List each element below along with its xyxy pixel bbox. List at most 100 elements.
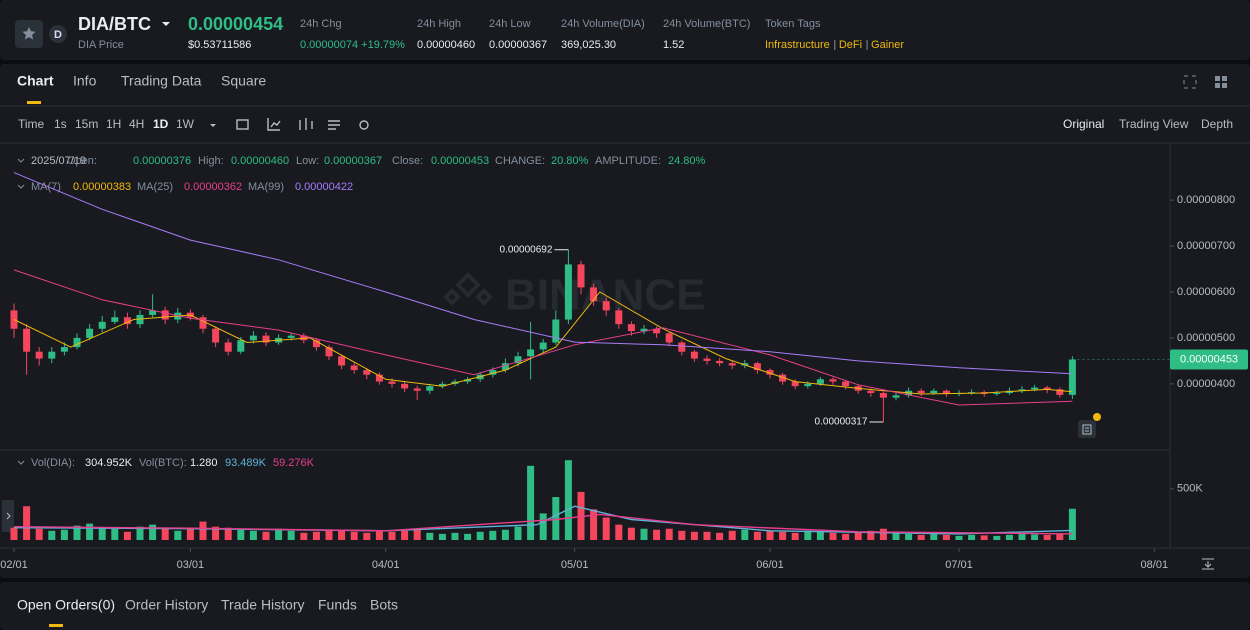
- interval[interactable]: 1D: [153, 117, 169, 131]
- candle-body: [161, 310, 169, 320]
- candle-body: [539, 342, 547, 350]
- legend-date: 2025/07/19: [31, 155, 86, 167]
- volume-bar: [186, 528, 194, 540]
- volume-bar: [917, 534, 925, 540]
- ma-legend-value: 0.00000362: [184, 181, 242, 193]
- token-tag[interactable]: Gainer: [871, 39, 904, 51]
- star-icon: [22, 27, 36, 40]
- interval-dropdown[interactable]: [210, 124, 216, 127]
- candle-body: [149, 310, 157, 315]
- token-tag[interactable]: DeFi: [839, 39, 862, 51]
- volume-bar: [174, 530, 182, 540]
- stat-label: 24h High: [417, 18, 461, 30]
- orders-tab[interactable]: Open Orders(0): [17, 597, 115, 613]
- view-option[interactable]: Trading View: [1119, 117, 1189, 131]
- legend-value: 0.00000460: [231, 155, 289, 167]
- legend-label: Close:: [392, 155, 423, 167]
- candle-body: [1068, 359, 1076, 395]
- candle-body: [60, 347, 68, 352]
- volume-bar: [224, 527, 232, 540]
- volume-bar: [703, 531, 711, 540]
- tab[interactable]: Trading Data: [121, 73, 202, 89]
- candle-body: [262, 335, 270, 343]
- volume-bar: [779, 531, 787, 540]
- legend-value: 0.00000367: [324, 155, 382, 167]
- annotation: 0.00000692: [500, 244, 553, 255]
- collapse-carets[interactable]: [17, 158, 25, 465]
- volume-average: [13, 513, 1073, 535]
- candle-body: [615, 310, 623, 325]
- volume-bar: [816, 531, 824, 540]
- x-tick-label: 06/01: [756, 559, 784, 571]
- candle-body: [35, 351, 43, 359]
- tab[interactable]: Square: [221, 73, 266, 89]
- view-option[interactable]: Original: [1063, 117, 1104, 131]
- x-tick-label: 07/01: [945, 559, 973, 571]
- candle-body: [640, 328, 648, 332]
- volume-bar: [249, 530, 257, 540]
- candle-body: [602, 301, 610, 311]
- scroll-end-icon[interactable]: [1202, 558, 1214, 570]
- volume-btc-name: Vol(BTC):: [139, 457, 187, 469]
- orders-tab[interactable]: Funds: [318, 597, 357, 613]
- candle-body: [401, 383, 409, 389]
- volume-ma-value: 59.276K: [273, 457, 315, 469]
- usd-price: $0.53711586: [188, 39, 251, 51]
- legend-label: Low:: [296, 155, 319, 167]
- watermark-logo: [443, 272, 493, 306]
- volume-bar: [640, 528, 648, 540]
- volume-bar: [552, 497, 560, 540]
- candle-body: [627, 324, 635, 332]
- candle-body: [917, 390, 925, 394]
- layout-icon[interactable]: [1215, 76, 1227, 88]
- interval[interactable]: 15m: [75, 117, 98, 131]
- orders-tab[interactable]: Order History: [125, 597, 208, 613]
- interval[interactable]: 1H: [106, 117, 121, 131]
- candle-body: [552, 319, 560, 343]
- interval[interactable]: Time: [18, 117, 45, 131]
- volume-bar: [136, 526, 144, 540]
- volume-legend-value: 304.952K: [85, 457, 133, 469]
- interval[interactable]: 1W: [176, 117, 195, 131]
- volume-bar: [237, 529, 245, 540]
- tab[interactable]: Chart: [17, 73, 54, 89]
- candle-body: [73, 337, 81, 348]
- volume-bar: [123, 531, 131, 540]
- volume-bar: [678, 530, 686, 540]
- tab[interactable]: Info: [73, 73, 97, 89]
- candle-body: [968, 392, 976, 394]
- order-icon[interactable]: [1078, 420, 1096, 438]
- orders-tab[interactable]: Trade History: [221, 597, 305, 613]
- stat-value: 1.52: [663, 39, 684, 51]
- candle-body: [867, 390, 875, 394]
- toolbar-icons[interactable]: [236, 118, 369, 131]
- candle-body: [1018, 389, 1026, 391]
- volume-bar: [375, 530, 383, 540]
- token-tag[interactable]: Infrastructure: [765, 39, 830, 51]
- orders-tab[interactable]: Bots: [370, 597, 398, 613]
- order-icon-glyph: [1082, 424, 1092, 435]
- ma-legend-name: MA(99): [248, 181, 284, 193]
- last-price-tag: [1170, 349, 1248, 370]
- stat-label: 24h Low: [489, 18, 531, 30]
- volume-bar: [930, 533, 938, 540]
- volume-bar: [312, 531, 320, 540]
- candle-body: [665, 333, 673, 343]
- candle-body: [829, 379, 837, 382]
- candle-body: [23, 328, 31, 352]
- candle-body: [287, 335, 295, 338]
- candle-body: [1056, 389, 1064, 395]
- interval[interactable]: 4H: [129, 117, 144, 131]
- fullscreen-icon[interactable]: [1183, 75, 1197, 89]
- legend-value: 0.00000453: [431, 155, 489, 167]
- view-option[interactable]: Depth: [1201, 117, 1233, 131]
- volume-bar: [514, 526, 522, 540]
- interval[interactable]: 1s: [54, 117, 67, 131]
- side-toggle[interactable]: [2, 500, 14, 532]
- volume-bar: [741, 529, 749, 540]
- pair-dropdown[interactable]: [162, 22, 170, 26]
- x-tick-label: 03/01: [177, 559, 205, 571]
- volume-bar: [275, 528, 283, 540]
- volume-bar: [161, 527, 169, 540]
- volume-bar: [262, 531, 270, 540]
